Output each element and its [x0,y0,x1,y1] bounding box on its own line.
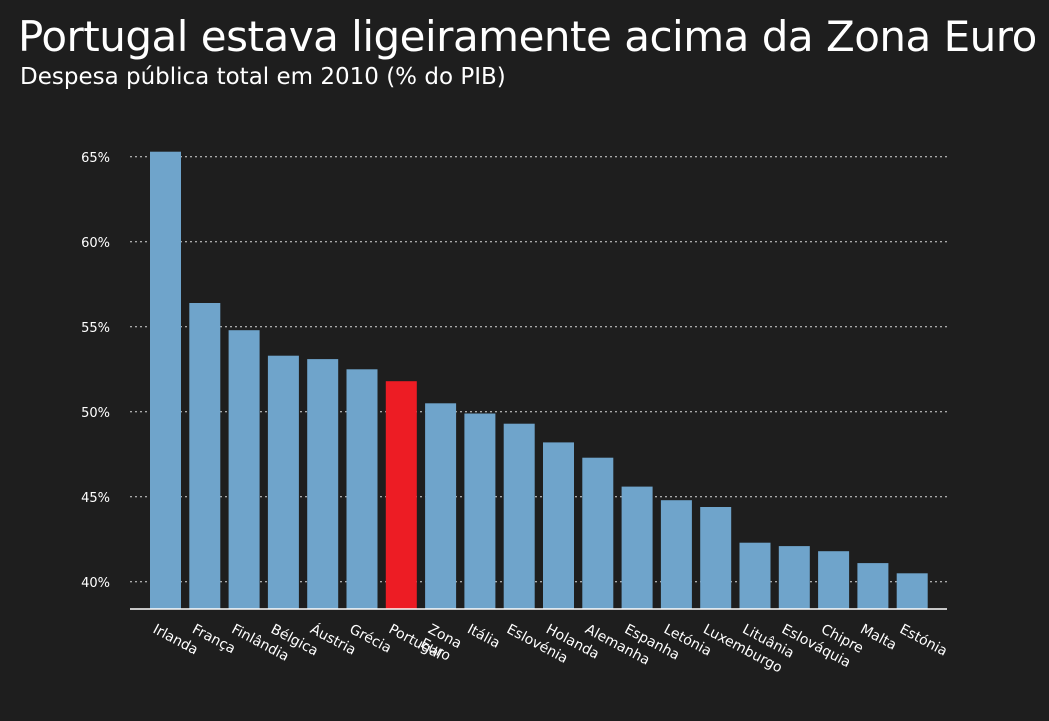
bar-grécia [346,369,378,609]
gridlines [130,156,947,583]
bar-eslovénia [503,423,535,609]
bar-luxemburgo [700,507,732,609]
x-axis-category-labels: IrlandaFrançaFinlândiaBélgicaÁustriaGréc… [150,621,950,677]
y-tick-label: 60% [81,236,110,251]
bars [150,151,928,609]
bar-chipre [818,551,850,609]
bar-portugal [385,381,417,609]
chart-title: Portugal estava ligeiramente acima da Zo… [18,12,1037,61]
bar-zona-euro [425,403,457,609]
x-tick-label: Estónia [897,621,950,659]
y-tick-label: 40% [81,576,110,591]
bar-irlanda [150,151,181,609]
bar-espanha [621,486,653,609]
bar-eslováquia [778,546,810,609]
bar-frança [189,303,221,609]
bar-bélgica [267,355,299,609]
bar-finlândia [228,330,260,609]
bar-alemanha [582,457,614,609]
bar-malta [857,563,889,609]
bar-letónia [660,500,692,609]
bar-áustria [307,359,339,609]
y-axis-tick-labels: 40% 45% 50% 55% 60% 65% [81,151,110,591]
y-tick-label: 65% [81,151,110,166]
x-tick-label: Malta [858,621,900,653]
x-tick-label: ZonaEuro [418,621,464,666]
bar-lituânia [739,542,771,609]
x-tick-label: Itália [465,621,503,651]
bar-holanda [543,442,574,609]
bar-estónia [896,573,928,609]
y-tick-label: 50% [81,406,110,421]
y-tick-label: 45% [81,491,110,506]
x-tick-label: França [189,621,238,657]
y-tick-label: 55% [81,321,110,336]
chart-subtitle: Despesa pública total em 2010 (% do PIB) [20,64,506,90]
bar-itália [464,413,496,609]
